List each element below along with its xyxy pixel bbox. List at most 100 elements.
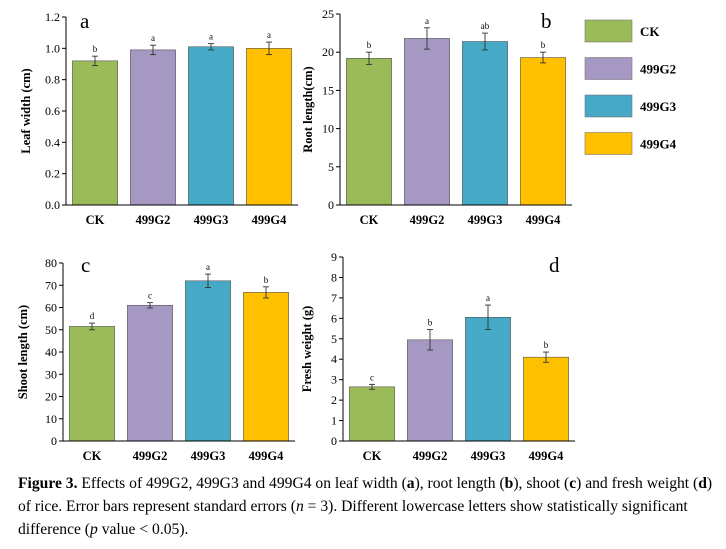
y-tick-label: 1.0 [45, 41, 60, 55]
significance-letter: c [148, 291, 152, 301]
bar [465, 317, 511, 442]
y-tick-label: 2 [331, 393, 337, 407]
bar [346, 58, 392, 206]
significance-letter: a [206, 262, 210, 272]
significance-letter: b [367, 40, 372, 50]
y-tick-label: 8 [331, 270, 337, 284]
category-label: 499G3 [191, 449, 226, 463]
caption-text-1: Effects of 499G2, 499G3 and 499G4 on lea… [77, 475, 407, 492]
y-tick-label: 0.4 [45, 135, 60, 149]
significance-letter: a [425, 16, 429, 26]
category-label: CK [360, 213, 379, 227]
significance-letter: a [151, 33, 155, 43]
y-tick-label: 0.6 [45, 104, 60, 118]
bar [462, 41, 508, 206]
y-tick-label: 0 [331, 434, 337, 448]
significance-letter: b [428, 318, 433, 328]
bar [188, 46, 234, 206]
y-tick-label: 10 [45, 412, 57, 426]
caption-label: Figure 3. [18, 475, 78, 492]
bar [243, 292, 289, 442]
y-tick-label: 25 [322, 7, 334, 21]
panel-label: b [541, 9, 552, 33]
category-label: 499G4 [252, 213, 287, 227]
category-label: 499G4 [529, 449, 564, 463]
legend-label: 499G4 [640, 137, 677, 152]
caption-panel-b: b [504, 475, 514, 492]
category-label: 499G3 [471, 449, 506, 463]
significance-letter: c [370, 372, 374, 382]
significance-letter: b [93, 44, 98, 54]
caption-text-2: ), root length ( [414, 475, 505, 492]
chart-panel-c: d CK c 499G2 a 499G3 b 499G4 0 10 20 30 40 50 60 70 80 Sh… [16, 253, 295, 463]
legend-swatch [584, 19, 633, 43]
chart-panel-a: b CK a 499G2 a 499G3 a 499G4 0.0 0.2 0.4 0.6 0.8 1.0 1… [19, 9, 298, 227]
y-tick-label: 0.0 [45, 198, 60, 212]
legend-label: CK [640, 24, 660, 39]
y-tick-label: 50 [45, 323, 57, 337]
y-axis-title: Leaf width (cm) [19, 68, 33, 153]
bar [246, 48, 292, 206]
significance-letter: a [267, 30, 271, 40]
category-label: 499G4 [249, 449, 284, 463]
bar [523, 356, 569, 442]
y-tick-label: 15 [322, 83, 334, 97]
category-label: CK [83, 449, 102, 463]
significance-letter: b [541, 40, 546, 50]
y-tick-label: 80 [45, 256, 57, 270]
y-tick-label: 3 [331, 373, 337, 387]
bar [404, 38, 450, 206]
bar [520, 57, 566, 206]
y-tick-label: 0.8 [45, 73, 60, 87]
caption-text-3: ), shoot ( [513, 475, 570, 492]
y-tick-label: 1 [331, 414, 337, 428]
significance-letter: d [90, 311, 95, 321]
significance-letter: ab [481, 21, 490, 31]
y-tick-label: 40 [45, 345, 57, 359]
y-tick-label: 20 [45, 390, 57, 404]
y-tick-label: 60 [45, 301, 57, 315]
caption-panel-c: c [569, 475, 577, 492]
y-tick-label: 9 [331, 250, 337, 264]
caption-n: n [295, 498, 304, 515]
bar [72, 60, 118, 206]
chart-legend: CK 499G2 499G3 499G4 [584, 19, 677, 155]
y-tick-label: 4 [331, 352, 337, 366]
significance-letter: a [209, 32, 213, 42]
figure-3: b CK a 499G2 a 499G3 a 499G4 0.0 0.2 0.4 0.6 0.8 1.0 1… [16, 7, 677, 463]
legend-swatch [584, 132, 633, 155]
caption-panel-a: a [406, 475, 415, 492]
caption-text-4: ) and fresh weight ( [576, 475, 699, 492]
category-label: 499G4 [526, 213, 561, 227]
category-label: 499G3 [468, 213, 503, 227]
category-label: 499G2 [413, 449, 448, 463]
y-tick-label: 0 [328, 198, 334, 212]
panel-label: c [81, 253, 90, 277]
legend-swatch [584, 57, 633, 80]
caption-text-5: ) of rice. Error bars represent standard… [18, 475, 713, 515]
caption-text-6: = 3). Different lowercase letters show s… [18, 498, 688, 538]
y-tick-label: 0.2 [45, 167, 60, 181]
bar [130, 49, 176, 206]
bar [407, 339, 453, 442]
y-axis-title: Shoot length (cm) [16, 305, 30, 399]
bar [349, 386, 395, 442]
y-axis-title: Root length(cm) [301, 66, 315, 152]
y-tick-label: 7 [331, 291, 337, 305]
panel-label: a [80, 9, 90, 33]
category-label: CK [363, 449, 382, 463]
y-axis-title: Fresh weight (g) [300, 306, 314, 393]
chart-panel-d: c CK b 499G2 a 499G3 b 499G4 0 1 2 3 4 5 6 7 8 9 Fresh wei… [300, 250, 575, 463]
legend-label: 499G3 [640, 99, 677, 114]
significance-letter: b [264, 275, 269, 285]
y-tick-label: 10 [322, 122, 334, 136]
panel-label: d [549, 253, 560, 277]
figure-caption: Figure 3. Effects of 499G2, 499G3 and 49… [18, 472, 720, 541]
bar [185, 280, 231, 442]
y-tick-label: 1.2 [45, 10, 60, 24]
significance-letter: b [544, 340, 549, 350]
y-tick-label: 5 [328, 160, 334, 174]
caption-panel-d: d [698, 475, 707, 492]
y-tick-label: 0 [51, 434, 57, 448]
legend-label: 499G2 [640, 62, 676, 77]
